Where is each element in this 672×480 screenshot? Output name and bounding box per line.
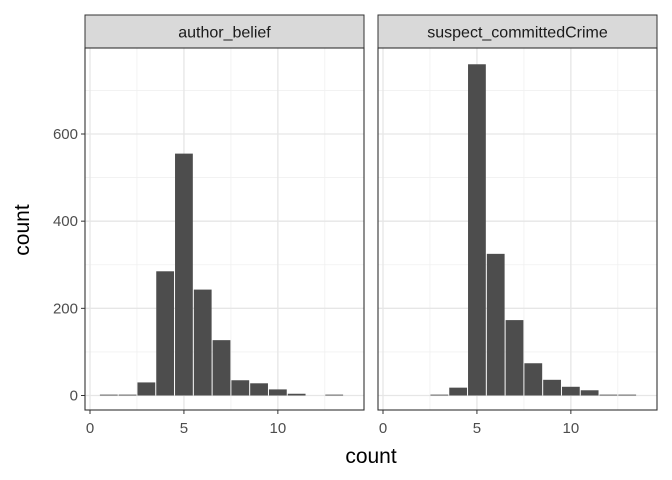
y-tick-label: 600 [53,126,78,143]
histogram-bar [618,394,637,396]
facet-panel-1: author_belief 0 5 10 0 200 400 600 [53,14,365,437]
x-axis-title: count [345,445,397,468]
facet-strip-label: suspect_committedCrime [427,25,608,42]
histogram-bar [468,64,486,396]
histogram-bar [543,379,561,396]
histogram-bar [212,340,231,396]
y-tick-label: 400 [53,213,78,230]
histogram-bar [449,387,468,396]
histogram-bar [561,386,580,396]
histogram-bar [580,390,599,396]
histogram-bar [325,394,344,396]
histogram-bar [599,394,618,396]
histogram-bar [231,380,250,396]
histogram-bar [193,289,212,396]
histogram-bar [486,253,505,396]
histogram-bar [118,394,137,396]
y-tick-label: 0 [70,388,78,405]
facet-strip [377,14,658,49]
histogram-bar [524,363,543,396]
x-tick-label: 10 [563,420,580,437]
facet-panels: author_belief 0 5 10 0 200 400 600 suspect_commi… [53,14,658,437]
y-tick-label: 200 [53,300,78,317]
histogram-bar [175,153,193,396]
histogram-bar [505,320,524,396]
facet-panel-2: suspect_committedCrime 0 5 10 [377,14,658,437]
x-tick-label: 10 [270,420,287,437]
histogram-bar [156,271,175,396]
histogram-bar [250,383,268,396]
facet-strip-label: author_belief [178,25,271,42]
histogram-bar [99,394,118,396]
x-tick-label: 0 [379,420,387,437]
histogram-bar [430,394,449,396]
histogram-bar [137,382,156,396]
histogram-bar [287,393,306,396]
x-tick-label: 0 [86,420,94,437]
y-axis-title: count [11,204,34,256]
x-tick-label: 5 [180,420,188,437]
facet-strip [84,14,365,49]
histogram-bar [268,389,287,396]
panel-border [84,47,365,411]
panel-border [377,47,658,411]
x-tick-label: 5 [473,420,481,437]
